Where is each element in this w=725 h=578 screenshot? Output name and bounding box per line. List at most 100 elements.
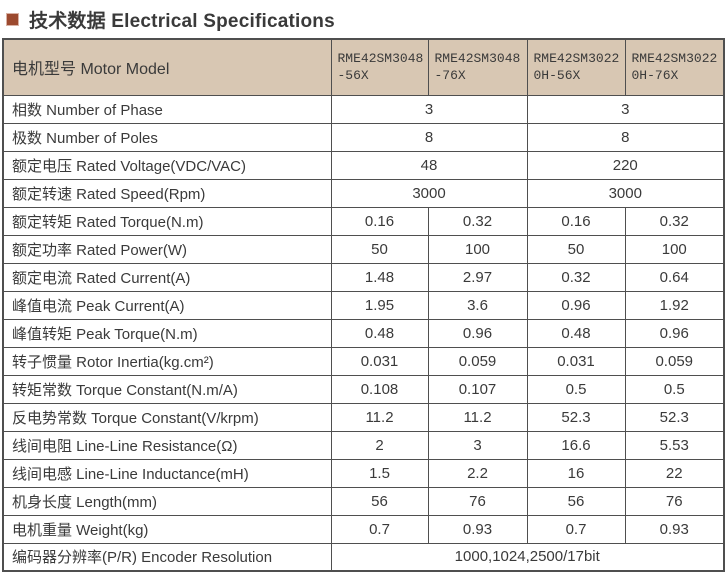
value-cell: 76: [427, 486, 528, 516]
value-cell: 0.32: [526, 262, 626, 292]
value-cell: 5.53: [624, 430, 725, 460]
table-row: 转矩常数 Torque Constant(N.m/A) 0.108 0.107 0.5…: [2, 374, 725, 404]
value-cell: 1000,1024,2500/17bit: [330, 542, 725, 572]
table-row: 相数 Number of Phase 3 3: [2, 94, 725, 124]
value-cell: 0.96: [427, 318, 528, 348]
value-cell: 8: [526, 122, 725, 152]
value-cell: 2.97: [427, 262, 528, 292]
section-title-bar: 技术数据 Electrical Specifications: [0, 0, 725, 38]
row-label: 额定电流 Rated Current(A): [2, 262, 332, 292]
column-header-model-1: RME42SM3048-56X: [330, 38, 429, 96]
value-cell: 0.48: [526, 318, 626, 348]
value-cell: 3000: [526, 178, 725, 208]
value-cell: 50: [330, 234, 429, 264]
table-row: 编码器分辨率(P/R) Encoder Resolution 1000,1024,…: [2, 542, 725, 572]
value-cell: 22: [624, 458, 725, 488]
value-cell: 16: [526, 458, 626, 488]
value-cell: 0.93: [427, 514, 528, 544]
value-cell: 0.031: [526, 346, 626, 376]
value-cell: 0.16: [330, 206, 429, 236]
value-cell: 76: [624, 486, 725, 516]
value-cell: 0.96: [526, 290, 626, 320]
value-cell: 0.107: [427, 374, 528, 404]
table-row: 线间电感 Line-Line Inductance(mH) 1.5 2.2 16 22: [2, 458, 725, 488]
column-header-model-2: RME42SM3048-76X: [427, 38, 528, 96]
table-header-row: 电机型号 Motor Model RME42SM3048-56X RME42SM…: [2, 38, 725, 96]
value-cell: 0.16: [526, 206, 626, 236]
value-cell: 16.6: [526, 430, 626, 460]
value-cell: 0.32: [624, 206, 725, 236]
value-cell: 0.5: [526, 374, 626, 404]
row-label: 机身长度 Length(mm): [2, 486, 332, 516]
value-cell: 100: [624, 234, 725, 264]
spec-table-body: 相数 Number of Phase 3 3 极数 Number of Poles 8 8…: [2, 94, 725, 572]
row-label: 反电势常数 Torque Constant(V/krpm): [2, 402, 332, 432]
row-label: 峰值电流 Peak Current(A): [2, 290, 332, 320]
value-cell: 11.2: [330, 402, 429, 432]
row-label: 电机重量 Weight(kg): [2, 514, 332, 544]
value-cell: 0.96: [624, 318, 725, 348]
row-label: 额定电压 Rated Voltage(VDC/VAC): [2, 150, 332, 180]
value-cell: 1.95: [330, 290, 429, 320]
table-row: 峰值转矩 Peak Torque(N.m) 0.48 0.96 0.48 0.96: [2, 318, 725, 348]
column-header-model-3: RME42SM30220H-56X: [526, 38, 626, 96]
table-row: 额定转速 Rated Speed(Rpm) 3000 3000: [2, 178, 725, 208]
column-header-model-4: RME42SM30220H-76X: [624, 38, 725, 96]
table-row: 峰值电流 Peak Current(A) 1.95 3.6 0.96 1.92: [2, 290, 725, 320]
motor-model-header: 电机型号 Motor Model: [2, 38, 332, 96]
value-cell: 52.3: [624, 402, 725, 432]
row-label: 线间电阻 Line-Line Resistance(Ω): [2, 430, 332, 460]
row-label: 额定功率 Rated Power(W): [2, 234, 332, 264]
row-label: 相数 Number of Phase: [2, 94, 332, 124]
value-cell: 3: [427, 430, 528, 460]
table-row: 电机重量 Weight(kg) 0.7 0.93 0.7 0.93: [2, 514, 725, 544]
section-bullet-icon: [6, 12, 19, 26]
value-cell: 0.5: [624, 374, 725, 404]
value-cell: 56: [330, 486, 429, 516]
table-row: 额定电流 Rated Current(A) 1.48 2.97 0.32 0.64: [2, 262, 725, 292]
value-cell: 0.108: [330, 374, 429, 404]
value-cell: 8: [330, 122, 528, 152]
row-label: 转矩常数 Torque Constant(N.m/A): [2, 374, 332, 404]
value-cell: 0.64: [624, 262, 725, 292]
value-cell: 52.3: [526, 402, 626, 432]
table-row: 极数 Number of Poles 8 8: [2, 122, 725, 152]
page-title: 技术数据 Electrical Specifications: [29, 10, 335, 32]
value-cell: 3: [330, 94, 528, 124]
value-cell: 0.93: [624, 514, 725, 544]
value-cell: 56: [526, 486, 626, 516]
row-label: 额定转矩 Rated Torque(N.m): [2, 206, 332, 236]
table-row: 机身长度 Length(mm) 56 76 56 76: [2, 486, 725, 516]
value-cell: 2.2: [427, 458, 528, 488]
table-row: 反电势常数 Torque Constant(V/krpm) 11.2 11.2 52.…: [2, 402, 725, 432]
value-cell: 0.059: [624, 346, 725, 376]
row-label: 额定转速 Rated Speed(Rpm): [2, 178, 332, 208]
value-cell: 2: [330, 430, 429, 460]
value-cell: 48: [330, 150, 528, 180]
value-cell: 11.2: [427, 402, 528, 432]
value-cell: 0.48: [330, 318, 429, 348]
value-cell: 3000: [330, 178, 528, 208]
row-label: 峰值转矩 Peak Torque(N.m): [2, 318, 332, 348]
value-cell: 100: [427, 234, 528, 264]
value-cell: 1.5: [330, 458, 429, 488]
value-cell: 0.7: [330, 514, 429, 544]
value-cell: 0.7: [526, 514, 626, 544]
table-row: 转子惯量 Rotor Inertia(kg.cm²) 0.031 0.059 0.03…: [2, 346, 725, 376]
electrical-specifications-table: 电机型号 Motor Model RME42SM3048-56X RME42SM…: [2, 38, 725, 572]
table-row: 线间电阻 Line-Line Resistance(Ω) 2 3 16.6 5.53: [2, 430, 725, 460]
value-cell: 220: [526, 150, 725, 180]
row-label: 极数 Number of Poles: [2, 122, 332, 152]
value-cell: 50: [526, 234, 626, 264]
row-label: 线间电感 Line-Line Inductance(mH): [2, 458, 332, 488]
table-row: 额定电压 Rated Voltage(VDC/VAC) 48 220: [2, 150, 725, 180]
value-cell: 0.059: [427, 346, 528, 376]
table-row: 额定功率 Rated Power(W) 50 100 50 100: [2, 234, 725, 264]
value-cell: 3.6: [427, 290, 528, 320]
value-cell: 1.48: [330, 262, 429, 292]
value-cell: 0.031: [330, 346, 429, 376]
row-label: 编码器分辨率(P/R) Encoder Resolution: [2, 542, 332, 572]
row-label: 转子惯量 Rotor Inertia(kg.cm²): [2, 346, 332, 376]
value-cell: 0.32: [427, 206, 528, 236]
table-row: 额定转矩 Rated Torque(N.m) 0.16 0.32 0.16 0.32: [2, 206, 725, 236]
